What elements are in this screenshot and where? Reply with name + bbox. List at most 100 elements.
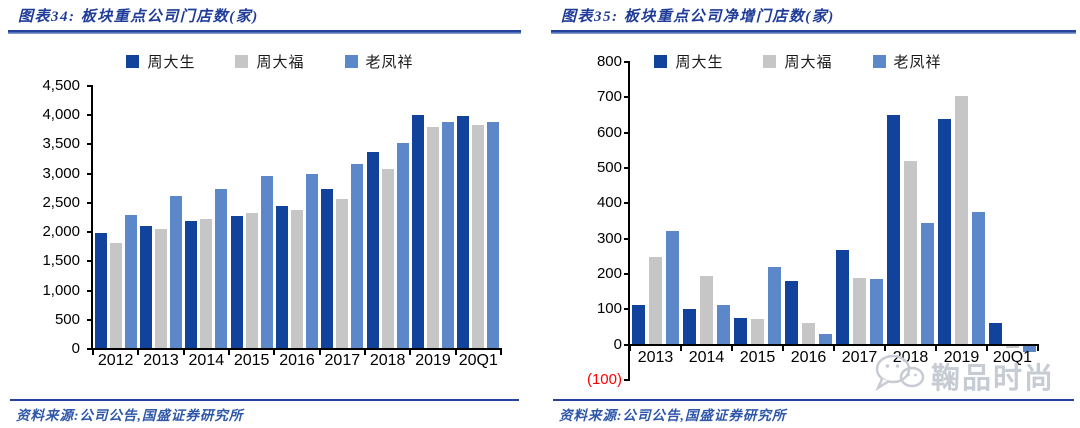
bar [870,279,883,344]
x-axis-tick [833,343,835,351]
bar [887,115,900,344]
x-axis-tick [500,348,502,355]
x-axis-category-label: 2018 [892,349,929,366]
bar [200,218,213,348]
x-axis-category-label: 2015 [739,349,776,366]
bar [1006,345,1019,349]
bar [938,118,951,344]
y-axis-tick [624,273,630,275]
x-axis-category-label: 20Q1 [458,352,498,369]
y-axis-tick-label: 100 [596,300,622,318]
legend: 周大生 周大福 老凤祥 [594,51,1002,72]
legend-swatch-icon [344,55,358,68]
bar [321,189,334,348]
x-axis-category-label: 2013 [143,352,179,369]
x-axis-tick [1037,343,1039,351]
x-axis-tick [629,343,631,351]
bar [836,250,849,344]
x-axis-tick [731,343,733,351]
bar [904,160,917,344]
chart-title: 图表34: 板块重点公司门店数(家) [18,9,259,25]
x-axis-category-label: 2014 [188,352,225,369]
y-axis-tick-label: 4,500 [42,77,80,94]
legend-label: 周大生 [147,55,196,71]
y-axis-tick [624,343,630,346]
bar [785,281,798,344]
x-axis-tick [454,348,457,355]
bar-chart-net-new-stores: 周大生 周大福 老凤祥 800 700 600 500 400 300 200 100 0 (100) 2… [551,0,1080,428]
legend-label: 周大生 [675,55,724,71]
y-axis-tick [87,201,93,204]
source-divider [553,399,1074,401]
bar [666,230,679,344]
y-axis-tick-label: 4,000 [42,106,80,124]
bar [124,214,137,348]
bar [632,305,645,344]
bar [155,229,167,348]
bar [700,275,713,344]
bar [351,163,364,348]
y-axis-tick [624,61,630,63]
legend-label: 老凤祥 [893,55,942,71]
x-axis-category-label: 2017 [841,349,878,366]
bar [457,115,470,348]
bar [972,212,985,344]
legend-label: 周大福 [784,55,833,71]
bar [683,309,696,344]
y-axis-tick [87,318,93,321]
y-axis-tick [87,231,93,234]
bar [487,122,500,348]
bar [442,122,454,348]
bar [140,226,152,348]
y-axis-tick [624,308,630,311]
x-axis-tick [228,348,230,355]
bar [989,322,1002,344]
x-axis-tick [986,343,988,351]
bar [260,176,273,348]
x-axis-tick [364,348,366,355]
x-axis-category-label: 2016 [279,352,315,369]
y-axis-line [628,62,630,380]
legend-label: 周大福 [256,55,305,71]
y-axis-tick-label: 700 [596,88,622,106]
x-axis-category-label: 2015 [233,352,270,369]
legend-item-0: 周大生 [126,51,195,72]
bar [185,221,198,348]
y-axis-tick [624,237,630,240]
y-axis-tick-label: 0 [71,340,80,357]
bar [366,152,379,348]
bar [381,168,394,348]
legend-swatch-icon [126,55,140,68]
y-axis-tick-label: 300 [596,229,622,247]
legend-item-1: 周大福 [763,51,832,72]
x-axis-line [91,348,501,350]
x-axis-category-label: 2012 [97,352,134,369]
x-axis-category-label: 2017 [324,352,361,369]
bar [170,195,182,348]
legend-item-2: 老凤祥 [872,51,942,72]
y-axis-tick-label: 3,500 [42,135,80,153]
y-axis-tick-label: 1,000 [42,281,80,299]
source-divider [10,399,519,401]
bar [853,278,866,344]
legend-swatch-icon [654,55,668,68]
y-axis-line [91,86,93,349]
bar [427,127,439,348]
y-axis-tick-label: 200 [596,265,622,282]
x-axis-category-label: 2019 [415,352,451,369]
bar [751,318,764,344]
y-axis-tick [624,167,630,169]
y-axis-tick [87,85,93,87]
y-axis-tick-label: 2,000 [42,223,80,241]
y-axis-tick-label: 500 [596,159,622,176]
bar [215,189,228,348]
y-axis-tick [624,202,630,205]
bar [819,334,832,344]
y-axis-tick-label: 600 [596,123,622,141]
y-axis-tick [624,379,630,381]
bar [717,305,730,344]
y-axis-tick-label: (100) [586,371,622,388]
legend-swatch-icon [235,55,249,68]
legend: 周大生 周大福 老凤祥 [66,51,474,72]
y-axis-tick-label: 1,500 [42,252,80,270]
